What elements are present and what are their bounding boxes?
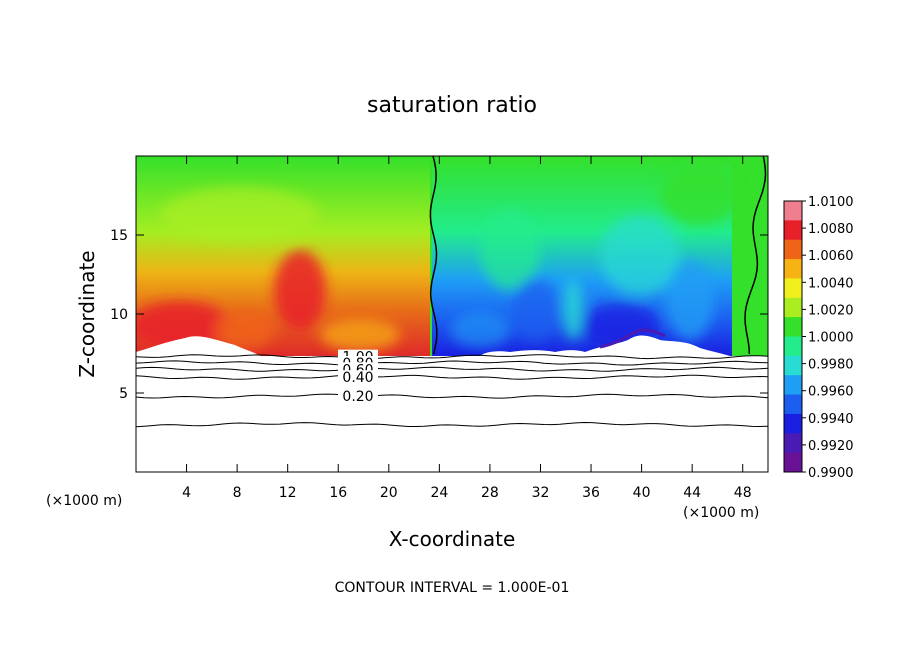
- colorbar-swatch: [784, 375, 802, 396]
- colorbar-label: 1.0060: [808, 249, 854, 264]
- colorbar-label: 0.9960: [808, 385, 854, 400]
- contour-line: [136, 360, 768, 366]
- colorbar: 1.0100 1.0080 1.0060 1.0040 1.0020 1.0000 0.99…: [783, 195, 854, 481]
- colorbar-label: 1.0040: [808, 276, 854, 291]
- x-tick-label: 12: [279, 485, 297, 501]
- colorbar-label: 0.9900: [808, 466, 854, 481]
- contour-line: [136, 366, 768, 372]
- y-axis-label: Z-coordinate: [75, 250, 99, 377]
- y-tick-label: 5: [119, 386, 128, 402]
- colorbar-swatch: [784, 355, 802, 376]
- x-tick-label: 32: [532, 485, 550, 501]
- y-tick-label: 15: [110, 228, 128, 244]
- x-tick-label: 36: [582, 485, 600, 501]
- x-tick-label: 24: [430, 485, 448, 501]
- y-tick-label: 10: [110, 307, 128, 323]
- colorbar-swatch: [784, 394, 802, 415]
- contour-label-bg: [338, 370, 378, 383]
- x-tick-label: 48: [734, 485, 752, 501]
- colorbar-swatch: [784, 433, 802, 454]
- colorbar-swatch: [784, 297, 802, 318]
- contour-label: 0.20: [342, 389, 373, 405]
- ground-surface: [136, 335, 768, 360]
- colorbar-label: 0.9940: [808, 412, 854, 427]
- x-tick-label: 40: [633, 485, 651, 501]
- y-axis-ticks: 5 10 15: [110, 228, 768, 402]
- contour-label-bg: [338, 389, 378, 402]
- x-axis-label: X-coordinate: [389, 527, 516, 551]
- unity-contour-line: [429, 156, 438, 355]
- saturation-field: [136, 156, 768, 360]
- colorbar-swatch: [784, 336, 802, 357]
- colorbar-swatch: [784, 278, 802, 299]
- colorbar-swatch: [784, 317, 802, 337]
- x-tick-label: 28: [481, 485, 499, 501]
- x-tick-label: 16: [329, 485, 347, 501]
- x-tick-label: 44: [683, 485, 701, 501]
- surface-contours: 1.000.800.600.400.20: [136, 349, 768, 428]
- chart-title: saturation ratio: [367, 93, 537, 118]
- colorbar-swatch: [784, 220, 802, 241]
- contour-line: [136, 421, 768, 428]
- x-axis-ticks: 4 8 12 16 20 24 28 32 36 40 44 48: [182, 156, 752, 501]
- contour-line: [136, 374, 768, 380]
- colorbar-label: 1.0080: [808, 222, 854, 237]
- colorbar-label: 1.0020: [808, 303, 854, 318]
- plot-area: 1.000.800.600.400.20 4812162024283236404…: [110, 155, 769, 501]
- contour-line: [136, 393, 768, 399]
- contour-line: [136, 354, 768, 360]
- colorbar-label: 1.0000: [808, 331, 854, 346]
- x-tick-label: 20: [380, 485, 398, 501]
- contour-label: 0.40: [342, 370, 373, 386]
- x-tick-label: 8: [233, 485, 242, 501]
- x-tick-label: 4: [182, 485, 191, 501]
- colorbar-label: 0.9980: [808, 358, 854, 373]
- colorbar-label: 0.9920: [808, 439, 854, 454]
- colorbar-label: 1.0100: [808, 195, 854, 210]
- x-units-right: (×1000 m): [683, 505, 759, 521]
- colorbar-swatch: [784, 239, 802, 260]
- colorbar-swatch: [784, 413, 802, 434]
- colorbar-swatch: [784, 259, 802, 279]
- colorbar-swatch: [784, 452, 802, 473]
- unity-contour-line: [744, 156, 767, 355]
- unity-contours: [429, 156, 767, 355]
- contour-interval-note: CONTOUR INTERVAL = 1.000E-01: [335, 580, 570, 596]
- colorbar-swatch: [784, 201, 802, 221]
- x-units-left: (×1000 m): [46, 493, 122, 509]
